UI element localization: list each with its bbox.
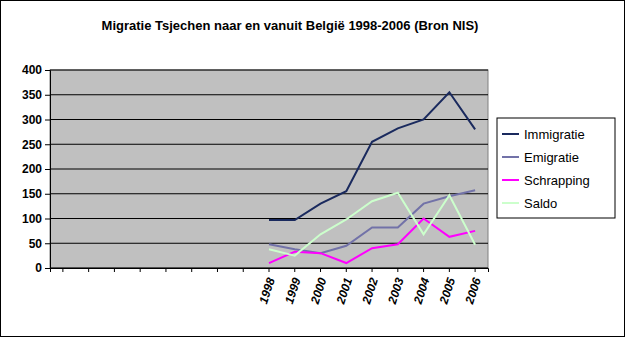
plot-area [50,70,488,268]
y-tick: 50 [29,237,50,251]
legend-swatch [502,156,519,158]
x-tick-mark [191,268,192,272]
legend-box [497,118,615,218]
x-tick [114,268,115,272]
x-tick-label: 2006 [462,276,484,307]
x-tick-label: 2004 [411,276,433,307]
y-tick: 200 [22,162,50,176]
x-tick-mark [269,268,270,272]
x-axis-line [51,269,489,273]
y-tick: 400 [22,63,50,77]
chart-border [1,1,625,337]
y-tick-mark [45,243,50,244]
y-tick-label: 50 [29,237,43,251]
legend: Immigratie Emigratie Schrapping Saldo [497,118,615,218]
y-tick: 350 [22,88,50,102]
x-tick-mark [294,268,295,272]
x-tick: 1999 [282,268,304,306]
y-tick-mark [45,144,50,145]
y-tick-label: 200 [22,162,42,176]
x-tick-mark [372,268,373,272]
x-tick-mark [346,268,347,272]
x-tick: 2000 [308,268,330,307]
x-tick [243,268,244,272]
x-tick-mark [165,268,166,272]
x-tick: 2003 [385,268,407,307]
x-tick: 2002 [359,268,381,307]
x-tick-label: 2003 [385,276,407,307]
y-tick: 0 [35,261,50,275]
x-tick [88,268,89,272]
legend-label: Schrapping [524,173,590,188]
y-axis-line [45,71,51,269]
x-tick-mark [140,268,141,272]
y-tick-mark [45,194,50,195]
y-tick-mark [45,268,50,269]
x-tick-mark [449,268,450,272]
x-tick-mark [475,268,476,272]
grid-line [50,70,488,71]
grid [50,70,488,268]
x-tick-label: 1999 [282,276,304,306]
grid-line [50,144,488,145]
legend-swatch [502,202,519,204]
y-tick: 300 [22,113,50,127]
y-axis: 0 50 100 150 200 250 300 350 400 [22,63,51,275]
grid-line [50,169,488,170]
series-line [269,193,475,256]
y-tick-mark [45,95,50,96]
x-tick: 2005 [436,268,458,307]
x-tick-mark [243,268,244,272]
chart: Migratie Tsjechen naar en vanuit België … [0,0,625,337]
lines [269,92,475,263]
legend-swatch [502,179,519,181]
x-tick-label: 1998 [256,276,278,306]
x-tick-mark [320,268,321,272]
x-tick: 2001 [333,268,355,307]
x-tick-mark [114,268,115,272]
legend-label: Saldo [524,196,557,211]
y-tick: 100 [22,212,50,226]
x-tick [165,268,166,272]
grid-line [50,243,488,244]
x-tick: 2004 [411,268,433,307]
y-tick-mark [45,70,50,71]
x-tick-mark [397,268,398,272]
x-tick: 1998 [256,268,278,306]
x-tick-mark [88,268,89,272]
y-tick-mark [45,219,50,220]
y-tick-label: 0 [35,261,42,275]
legend-label: Emigratie [524,150,579,165]
y-tick-label: 250 [22,138,42,152]
y-tick: 250 [22,138,50,152]
legend-swatch [502,133,519,135]
grid-line [50,94,488,95]
x-tick-label: 2000 [308,276,330,307]
series-line [269,190,475,253]
x-tick-mark [423,268,424,272]
title: Migratie Tsjechen naar en vanuit België … [102,18,479,33]
x-tick-label: 2002 [359,276,381,307]
x-tick [191,268,192,272]
x-tick [140,268,141,272]
y-tick-label: 300 [22,113,42,127]
series-line [269,219,475,264]
grid-line [50,193,488,194]
y-tick-label: 100 [22,212,42,226]
x-tick-mark [62,268,63,272]
x-tick [62,268,63,272]
x-tick-label: 2005 [436,276,458,307]
y-tick-mark [45,120,50,121]
x-tick-label: 2001 [333,276,355,307]
legend-label: Immigratie [524,127,585,142]
y-tick-mark [45,169,50,170]
y-tick-label: 150 [22,187,42,201]
x-tick: 2006 [462,268,484,307]
x-tick [217,268,218,272]
y-tick: 150 [22,187,50,201]
x-tick-mark [217,268,218,272]
y-tick-label: 400 [22,63,42,77]
x-axis: 199819992000200120022003200420052006 [51,268,489,307]
y-tick-label: 350 [22,88,42,102]
